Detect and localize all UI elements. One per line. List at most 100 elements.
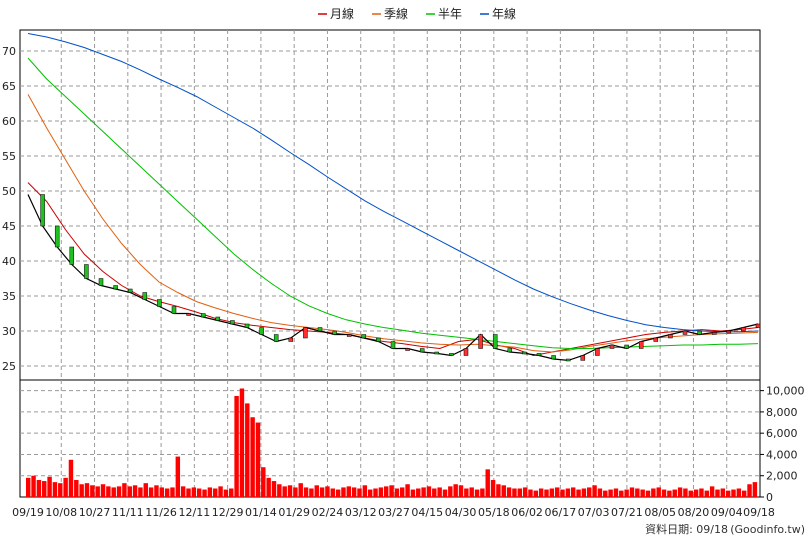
price-candle	[565, 358, 571, 362]
x-tick-label: 09/04	[711, 506, 743, 519]
volume-bar	[522, 487, 528, 497]
x-tick-label: 09/18	[743, 506, 775, 519]
volume-bar	[581, 488, 587, 497]
legend-label: 半年	[438, 7, 462, 21]
volume-bar	[383, 486, 389, 497]
x-tick-label: 08/05	[644, 506, 676, 519]
volume-bar	[95, 486, 100, 497]
price-candle	[419, 348, 425, 353]
volume-bar	[512, 488, 517, 497]
legend-label: 季線	[384, 6, 408, 21]
x-tick-label: 08/20	[678, 506, 710, 519]
legend-label: 年線	[492, 6, 516, 21]
volume-bar	[736, 488, 742, 497]
volume-bar	[421, 487, 426, 497]
volume-tick-label: 2,000	[766, 470, 798, 483]
price-candle	[113, 285, 118, 290]
price-candle	[405, 348, 410, 351]
price-candle	[507, 348, 513, 353]
volume-tick-label: 6,000	[766, 427, 798, 440]
volume-bar	[496, 484, 501, 497]
volume-bar	[116, 486, 122, 497]
price-candle	[755, 323, 761, 328]
price-candle	[98, 278, 104, 286]
volume-bar	[229, 488, 234, 497]
price-candle	[434, 351, 440, 355]
price-candle	[741, 327, 746, 332]
price-candle	[638, 341, 644, 349]
volume-bar	[640, 489, 645, 497]
price-candle	[682, 330, 688, 335]
volume-bar	[282, 486, 287, 497]
volume-tick-label: 0	[766, 491, 773, 504]
volume-bar	[741, 490, 747, 497]
price-candle	[551, 355, 556, 360]
volume-bar	[400, 487, 405, 497]
x-tick-label: 11/11	[112, 506, 144, 519]
volume-bar	[608, 489, 613, 497]
volume-bar	[143, 483, 148, 497]
volume-bar	[154, 485, 159, 497]
volume-bar	[191, 487, 197, 497]
volume-bar	[378, 487, 384, 497]
price-candle	[522, 351, 527, 355]
volume-bar	[437, 487, 442, 497]
price-candle	[230, 320, 235, 325]
volume-bar	[501, 485, 506, 497]
x-tick-label: 04/15	[411, 506, 443, 519]
volume-bar	[122, 483, 127, 497]
volume-bar	[90, 485, 95, 497]
x-tick-label: 04/30	[445, 506, 477, 519]
volume-bar	[725, 490, 731, 497]
volume-bar	[426, 486, 432, 497]
price-candle	[711, 332, 717, 335]
volume-bar	[645, 490, 651, 497]
price-candle	[171, 306, 177, 314]
volume-bar	[170, 487, 175, 497]
price-candle	[580, 355, 586, 361]
volume-bar	[506, 487, 512, 497]
x-tick-label: 07/03	[578, 506, 610, 519]
volume-bar	[629, 487, 635, 497]
price-candle	[200, 313, 206, 318]
price-candle	[609, 344, 615, 349]
volume-bar	[490, 479, 496, 497]
volume-bar	[405, 484, 410, 497]
price-candle	[273, 334, 279, 342]
volume-bar	[148, 487, 154, 497]
price-candle	[288, 337, 294, 342]
volume-bar	[234, 395, 239, 497]
volume-bar	[747, 484, 752, 497]
x-tick-label: 05/18	[478, 506, 510, 519]
volume-bar	[319, 487, 325, 497]
price-candle	[332, 330, 337, 335]
volume-bar	[709, 486, 715, 497]
price-candle	[653, 337, 659, 342]
volume-bar	[79, 484, 84, 497]
volume-bar	[704, 490, 710, 497]
volume-bar	[480, 488, 485, 497]
volume-bar	[52, 482, 58, 497]
volume-bar	[31, 475, 36, 497]
volume-bar	[74, 479, 79, 497]
volume-bar	[132, 485, 138, 497]
volume-bar	[554, 487, 560, 497]
volume-bar	[656, 487, 661, 497]
volume-bar	[683, 488, 688, 497]
volume-bar	[442, 489, 448, 497]
volume-bar	[528, 489, 533, 497]
x-tick-label: 12/29	[212, 506, 244, 519]
volume-bar	[485, 469, 490, 497]
price-tick-label: 45	[2, 220, 16, 233]
volume-bar	[469, 487, 474, 497]
x-tick-label: 01/14	[245, 506, 277, 519]
x-tick-label: 03/27	[378, 506, 410, 519]
volume-bar	[752, 482, 758, 497]
volume-bar	[175, 456, 181, 497]
price-candle	[259, 327, 264, 335]
ma-line-年線	[27, 33, 759, 333]
volume-bar	[218, 486, 223, 497]
volume-bar	[36, 479, 42, 497]
